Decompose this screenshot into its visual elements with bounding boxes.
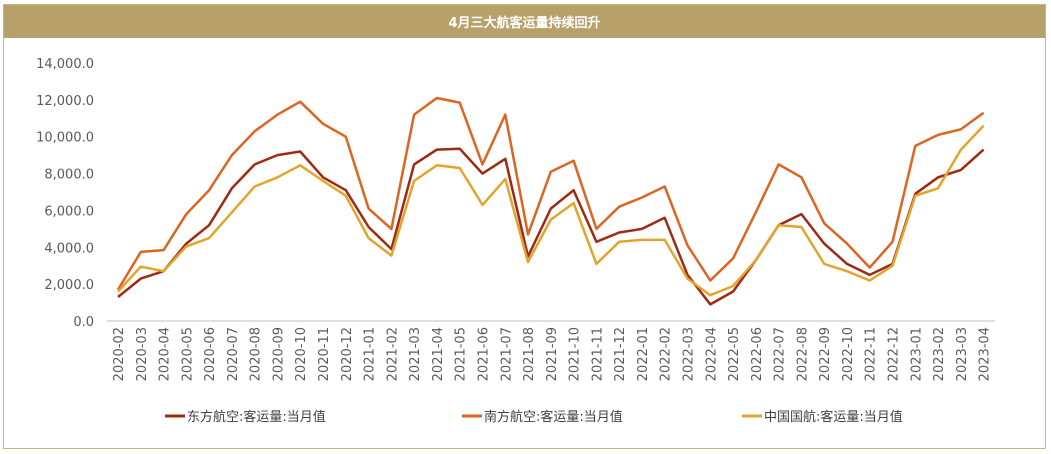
series-line-1 <box>116 96 985 291</box>
x-tick-label: 2020-10 <box>294 327 309 381</box>
x-tick-label: 2021-08 <box>522 327 537 381</box>
y-tick-label: 8,000.0 <box>44 168 94 183</box>
y-tick-label: 2,000.0 <box>44 278 94 293</box>
x-tick-label: 2023-01 <box>909 327 924 381</box>
x-tick-label: 2023-02 <box>932 327 947 381</box>
x-tick-label: 2022-05 <box>727 327 742 381</box>
x-tick-label: 2022-04 <box>704 327 719 381</box>
series-line-0 <box>117 147 985 306</box>
x-tick-label: 2022-02 <box>659 327 674 381</box>
x-tick-label: 2022-10 <box>841 327 856 381</box>
chart-title: 4月三大航客运量持续回升 <box>4 5 1045 38</box>
x-tick-label: 2022-08 <box>795 327 810 381</box>
x-tick-label: 2021-06 <box>476 327 491 381</box>
x-tick-label: 2021-01 <box>363 327 378 381</box>
x-tick-label: 2022-11 <box>864 327 879 381</box>
x-tick-label: 2020-08 <box>249 327 264 381</box>
x-tick-label: 2023-04 <box>978 327 993 381</box>
y-tick-label: 4,000.0 <box>44 241 94 256</box>
x-tick-label: 2020-09 <box>271 327 286 381</box>
x-tick-label: 2021-10 <box>568 327 583 381</box>
x-tick-label: 2020-07 <box>226 327 241 381</box>
x-tick-label: 2023-03 <box>955 327 970 381</box>
y-tick-label: 10,000.0 <box>36 131 94 146</box>
x-tick-label: 2021-03 <box>408 327 423 381</box>
y-tick-label: 6,000.0 <box>44 204 94 219</box>
y-tick-label: 14,000.0 <box>36 57 94 72</box>
chart-frame: 4月三大航客运量持续回升 <box>3 4 1046 449</box>
y-tick-label: 0.0 <box>73 315 94 330</box>
x-tick-label: 2022-07 <box>773 327 788 381</box>
legend-label-0: 东方航空:客运量:当月值 <box>187 409 326 425</box>
legend-label-2: 中国国航:客运量:当月值 <box>764 409 903 425</box>
x-tick-label: 2020-11 <box>317 327 332 381</box>
x-tick-label: 2020-02 <box>112 327 127 381</box>
x-tick-label: 2021-09 <box>545 327 560 381</box>
x-tick-label: 2021-04 <box>431 327 446 381</box>
x-tick-label: 2022-12 <box>887 327 902 381</box>
x-tick-label: 2021-12 <box>613 327 628 381</box>
series-line-2 <box>117 124 985 297</box>
x-tick-label: 2021-02 <box>385 327 400 381</box>
x-tick-label: 2020-05 <box>180 327 195 381</box>
x-tick-label: 2020-06 <box>203 327 218 381</box>
legend-label-1: 南方航空:客运量:当月值 <box>484 409 623 425</box>
x-tick-label: 2020-04 <box>158 327 173 381</box>
x-tick-label: 2021-11 <box>590 327 605 381</box>
x-tick-label: 2020-03 <box>135 327 150 381</box>
x-tick-label: 2021-05 <box>454 327 469 381</box>
x-tick-label: 2021-07 <box>499 327 514 381</box>
x-tick-label: 2022-01 <box>636 327 651 381</box>
x-tick-label: 2022-03 <box>682 327 697 381</box>
x-tick-label: 2022-06 <box>750 327 765 381</box>
x-tick-label: 2022-09 <box>818 327 833 381</box>
y-tick-label: 12,000.0 <box>36 94 94 109</box>
x-tick-label: 2020-12 <box>340 327 355 381</box>
